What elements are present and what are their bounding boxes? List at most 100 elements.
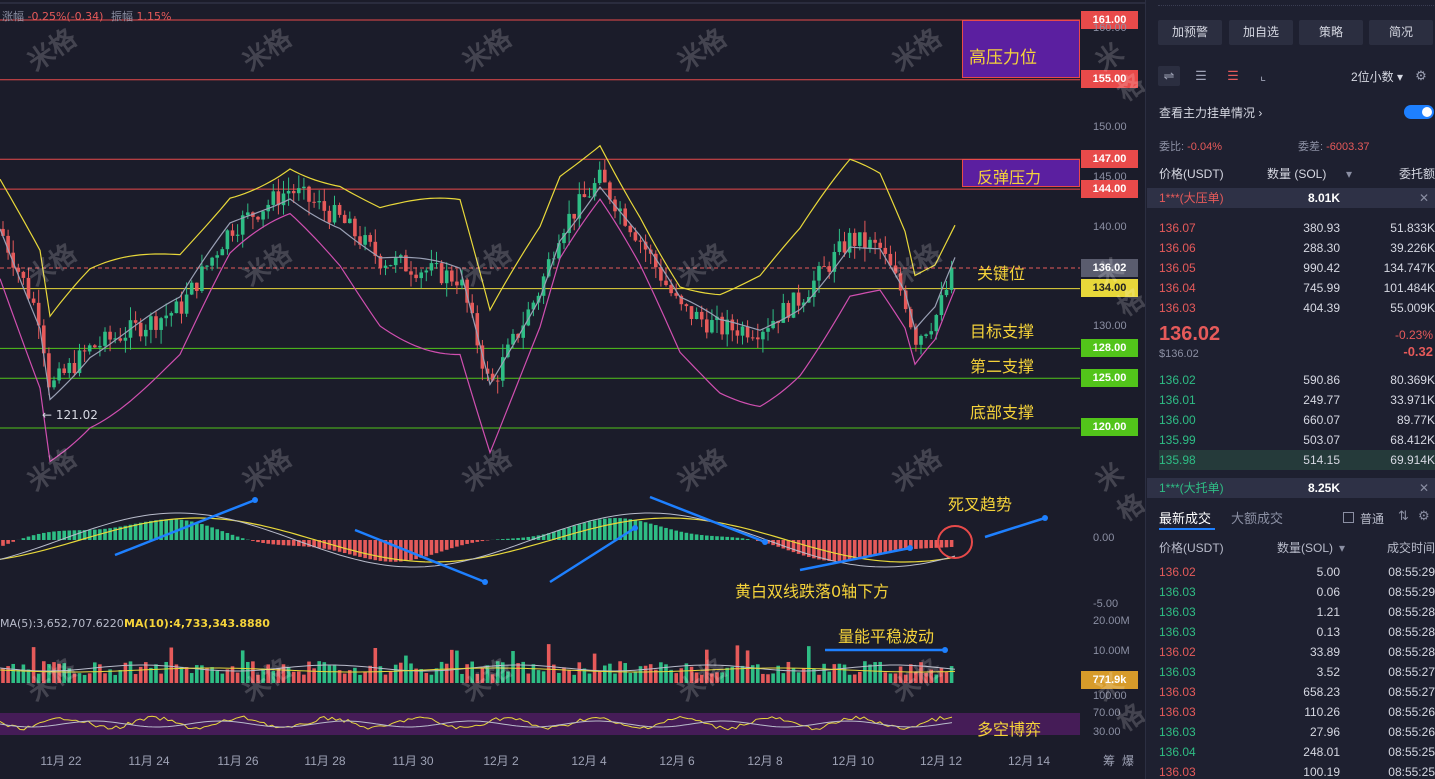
- candle-body: [720, 316, 724, 335]
- orderbook-list-icon[interactable]: ☰: [1195, 68, 1207, 83]
- trade-row[interactable]: 136.03 100.19 08:55:25: [1159, 762, 1435, 779]
- close-icon[interactable]: ✕: [1418, 481, 1429, 495]
- ask-qty: 288.30: [1303, 241, 1340, 255]
- trade-price: 136.03: [1159, 585, 1196, 599]
- col-price: 价格(USDT): [1159, 167, 1224, 181]
- candle-body: [200, 266, 204, 291]
- trade-price: 136.03: [1159, 685, 1196, 699]
- tab-large-trades[interactable]: 大额成交: [1231, 511, 1284, 526]
- chip-button[interactable]: 筹: [1103, 754, 1116, 768]
- candle-body: [919, 335, 923, 345]
- trade-time: 08:55:28: [1388, 645, 1435, 659]
- sort-icon[interactable]: ▾: [1339, 541, 1346, 555]
- candle-body: [756, 337, 760, 340]
- settings-icon[interactable]: ⚙: [1418, 508, 1430, 523]
- trade-row[interactable]: 136.03 0.06 08:55:29: [1159, 582, 1435, 602]
- macd-bar: [888, 540, 893, 553]
- bid-row[interactable]: 136.02 590.86 80.369K: [1159, 370, 1435, 390]
- trade-row[interactable]: 136.03 1.21 08:55:28: [1159, 602, 1435, 622]
- col-total[interactable]: 委托额: [1398, 167, 1435, 181]
- ask-row[interactable]: 136.04 745.99 101.484K: [1159, 278, 1435, 298]
- candle-body: [414, 274, 418, 279]
- add-watchlist-button[interactable]: 加自选: [1229, 20, 1293, 45]
- add-alert-button[interactable]: 加预警: [1158, 20, 1222, 45]
- burst-button[interactable]: 爆: [1122, 754, 1135, 768]
- bid-row[interactable]: 135.99 503.07 68.412K: [1159, 430, 1435, 450]
- trade-row[interactable]: 136.02 5.00 08:55:29: [1159, 562, 1435, 582]
- ask-row[interactable]: 136.07 380.93 51.833K: [1159, 218, 1435, 238]
- trade-row[interactable]: 136.04 248.01 08:55:25: [1159, 742, 1435, 762]
- ask-big-label: 1***(大压单): [1159, 191, 1224, 205]
- precision-select[interactable]: 2位小数 ▾: [1351, 68, 1403, 85]
- bid-row[interactable]: 136.00 660.07 89.77K: [1159, 410, 1435, 430]
- candle-body: [852, 232, 857, 246]
- macd-bar: [414, 540, 418, 560]
- candle-body: [235, 234, 240, 236]
- arrow-head: [1042, 515, 1048, 521]
- trend-arrow: [549, 526, 636, 584]
- mainforce-label: 查看主力挂单情况: [1159, 106, 1256, 120]
- candle-body: [348, 218, 352, 224]
- macd-bar: [919, 540, 923, 549]
- orderbook-asks-icon[interactable]: ☰: [1227, 68, 1239, 83]
- candle-body: [419, 272, 423, 279]
- mainforce-toggle[interactable]: [1404, 105, 1434, 119]
- candle-body: [679, 295, 684, 305]
- candle-body: [87, 345, 92, 352]
- trade-qty: 1.21: [1316, 605, 1340, 619]
- trade-row[interactable]: 136.03 658.23 08:55:27: [1159, 682, 1435, 702]
- volume-bar: [205, 667, 209, 683]
- macd-bar: [424, 540, 429, 557]
- settings-icon[interactable]: ⚙: [1415, 68, 1427, 83]
- orderbook-both-icon[interactable]: ⇌: [1158, 66, 1180, 86]
- normal-checkbox[interactable]: [1343, 512, 1354, 523]
- trade-row[interactable]: 136.03 110.26 08:55:26: [1159, 702, 1435, 722]
- bid-row[interactable]: 136.01 249.77 33.971K: [1159, 390, 1435, 410]
- mainforce-link[interactable]: 查看主力挂单情况 ›: [1159, 104, 1262, 121]
- volume-bar: [715, 672, 719, 683]
- candle-body: [307, 186, 311, 202]
- bid-total: 69.914K: [1390, 453, 1435, 467]
- ask-row[interactable]: 136.05 990.42 134.747K: [1159, 258, 1435, 278]
- kline-chart[interactable]: [0, 0, 1145, 779]
- filter-icon[interactable]: ⇅: [1398, 508, 1409, 523]
- candle-body: [322, 201, 327, 211]
- volume-bar: [893, 673, 898, 683]
- ask-row[interactable]: 136.03 404.39 55.009K: [1159, 298, 1435, 318]
- ma5-label: MA(5):3,652,707.6220: [0, 617, 124, 630]
- volume-bar: [291, 671, 296, 683]
- tab-latest-trades[interactable]: 最新成交: [1159, 511, 1212, 526]
- bid-big-order[interactable]: 1***(大托单) 8.25K ✕: [1147, 478, 1435, 498]
- volume-bar: [138, 666, 143, 683]
- close-icon[interactable]: ✕: [1418, 191, 1429, 205]
- col-qty[interactable]: 数量 (SOL): [1267, 167, 1327, 181]
- orderbook-bids-icon[interactable]: ⌞: [1259, 68, 1267, 83]
- overview-button[interactable]: 简况: [1369, 20, 1433, 45]
- trade-col-qty[interactable]: 数量(SOL): [1277, 541, 1334, 555]
- macd-bar: [623, 518, 627, 540]
- trade-row[interactable]: 136.02 33.89 08:55:28: [1159, 642, 1435, 662]
- sort-icon[interactable]: ▾: [1346, 167, 1353, 181]
- candle-body: [587, 196, 592, 198]
- strategy-button[interactable]: 策略: [1299, 20, 1363, 45]
- ask-row[interactable]: 136.06 288.30 39.226K: [1159, 238, 1435, 258]
- trade-row[interactable]: 136.03 0.13 08:55:28: [1159, 622, 1435, 642]
- kline-chart-area[interactable]: 涨幅 -0.25%(-0.34) 振幅 1.15% 高压力位 反弹压力 161.…: [0, 0, 1151, 779]
- bid-row[interactable]: 135.98 514.15 69.914K: [1159, 450, 1435, 470]
- arrow-head: [907, 545, 913, 551]
- volume-bar: [332, 665, 337, 683]
- macd-bar: [82, 530, 87, 540]
- macd-bar: [36, 533, 41, 540]
- candle-body: [750, 337, 755, 339]
- volume-bar: [705, 649, 709, 683]
- macd-bar: [873, 540, 877, 556]
- candle-body: [210, 257, 214, 266]
- volume-bar: [21, 664, 26, 683]
- ask-big-order[interactable]: 1***(大压单) 8.01K ✕: [1147, 188, 1435, 208]
- trade-row[interactable]: 136.03 27.96 08:55:26: [1159, 722, 1435, 742]
- macd-bar: [195, 522, 199, 540]
- bid-big-qty: 8.25K: [1307, 481, 1340, 495]
- volume-bar: [878, 661, 882, 683]
- volume-bar: [852, 674, 857, 683]
- trade-row[interactable]: 136.03 3.52 08:55:27: [1159, 662, 1435, 682]
